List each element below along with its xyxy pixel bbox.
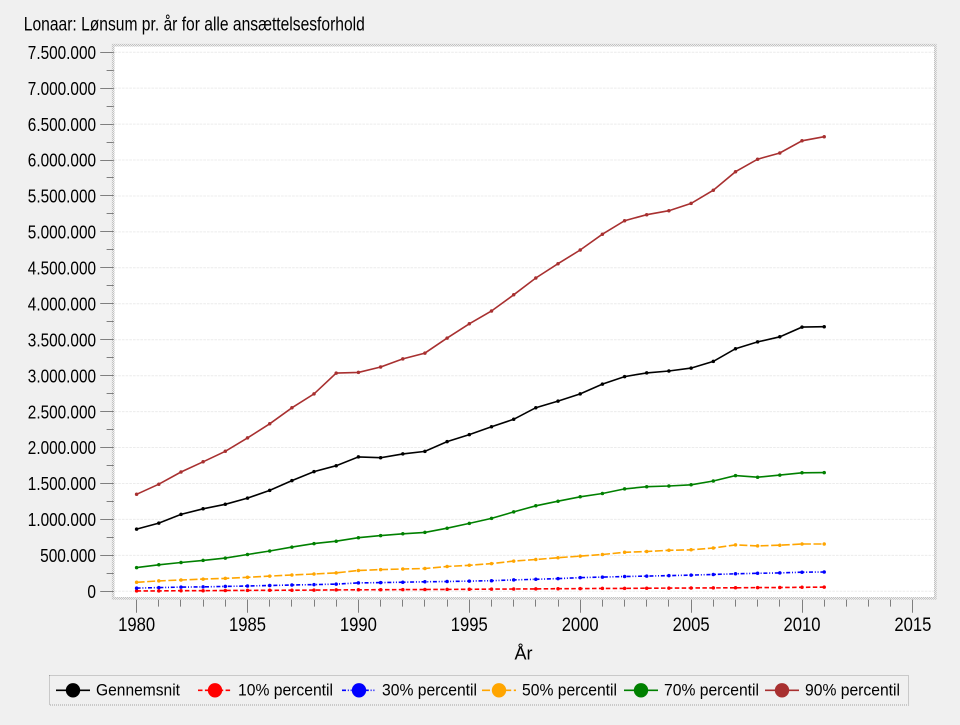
svg-text:500.000: 500.000 bbox=[40, 545, 96, 566]
svg-text:6.500.000: 6.500.000 bbox=[28, 114, 96, 135]
svg-text:2000: 2000 bbox=[562, 614, 599, 636]
svg-text:2010: 2010 bbox=[784, 614, 821, 636]
svg-text:5.000.000: 5.000.000 bbox=[28, 222, 96, 243]
svg-text:År: År bbox=[515, 643, 533, 663]
svg-text:2015: 2015 bbox=[894, 614, 931, 636]
svg-text:90% percentil: 90% percentil bbox=[805, 682, 900, 700]
svg-text:7.500.000: 7.500.000 bbox=[28, 42, 96, 63]
svg-text:4.500.000: 4.500.000 bbox=[28, 258, 96, 279]
svg-text:1990: 1990 bbox=[340, 614, 377, 636]
svg-text:1995: 1995 bbox=[451, 614, 488, 636]
svg-text:6.000.000: 6.000.000 bbox=[28, 150, 96, 171]
svg-text:3.500.000: 3.500.000 bbox=[28, 329, 96, 350]
svg-text:7.000.000: 7.000.000 bbox=[28, 78, 96, 99]
svg-text:2005: 2005 bbox=[673, 614, 710, 636]
svg-text:0: 0 bbox=[87, 581, 96, 602]
svg-text:10% percentil: 10% percentil bbox=[238, 682, 333, 700]
svg-text:3.000.000: 3.000.000 bbox=[28, 365, 96, 386]
svg-text:5.500.000: 5.500.000 bbox=[28, 186, 96, 207]
svg-text:1.000.000: 1.000.000 bbox=[28, 509, 96, 530]
svg-text:1985: 1985 bbox=[229, 614, 266, 636]
svg-text:Lonaar: Lønsum pr. år for alle: Lonaar: Lønsum pr. år for alle ansættels… bbox=[24, 14, 365, 35]
svg-text:50% percentil: 50% percentil bbox=[522, 682, 617, 700]
svg-text:4.000.000: 4.000.000 bbox=[28, 294, 96, 315]
svg-text:70% percentil: 70% percentil bbox=[664, 682, 759, 700]
svg-text:Gennemsnit: Gennemsnit bbox=[96, 682, 180, 700]
svg-text:1980: 1980 bbox=[118, 614, 155, 636]
svg-text:2.000.000: 2.000.000 bbox=[28, 437, 96, 458]
svg-text:30% percentil: 30% percentil bbox=[382, 682, 477, 700]
svg-text:1.500.000: 1.500.000 bbox=[28, 473, 96, 494]
svg-text:2.500.000: 2.500.000 bbox=[28, 401, 96, 422]
